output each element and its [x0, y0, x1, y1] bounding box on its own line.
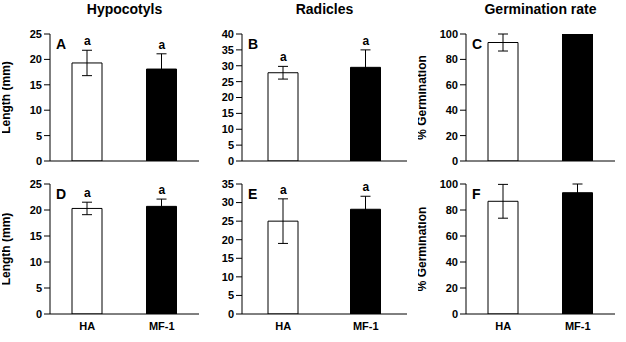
svg-text:10: 10	[222, 271, 234, 283]
svg-text:20: 20	[446, 282, 458, 294]
html-text:F: F	[472, 186, 481, 202]
svg-text:35: 35	[222, 178, 234, 190]
svg-text:100: 100	[440, 28, 458, 40]
svg-text:25: 25	[30, 178, 42, 190]
svg-text:80: 80	[446, 53, 458, 65]
svg-text:HA: HA	[79, 320, 95, 332]
svg-text:0: 0	[228, 308, 234, 320]
svg-text:40: 40	[446, 256, 458, 268]
svg-text:30: 30	[222, 60, 234, 72]
svg-text:% Germination: % Germination	[418, 55, 429, 140]
svg-text:15: 15	[30, 230, 42, 242]
svg-text:10: 10	[222, 123, 234, 135]
svg-text:5: 5	[228, 139, 234, 151]
html-text:B: B	[248, 36, 259, 52]
svg-text:20: 20	[30, 53, 42, 65]
svg-text:a: a	[362, 184, 369, 194]
svg-text:25: 25	[222, 76, 234, 88]
svg-text:a: a	[158, 184, 165, 197]
svg-text:a: a	[280, 50, 287, 64]
svg-text:10: 10	[30, 256, 42, 268]
svg-text:20: 20	[222, 91, 234, 103]
svg-text:MF-1: MF-1	[353, 320, 379, 332]
svg-text:0: 0	[36, 308, 42, 320]
html-text:Hypocotyls: Hypocotyls	[86, 1, 163, 17]
svg-text:80: 80	[446, 204, 458, 216]
svg-text:40: 40	[222, 28, 234, 40]
svg-text:a: a	[158, 38, 165, 52]
svg-text:40: 40	[446, 104, 458, 116]
svg-text:25: 25	[222, 215, 234, 227]
html-text:C: C	[472, 36, 483, 52]
svg-text:0: 0	[36, 155, 42, 165]
html-text:Radicles: Radicles	[295, 1, 354, 17]
svg-text:15: 15	[30, 79, 42, 91]
svg-text:60: 60	[446, 79, 458, 91]
svg-text:a: a	[84, 186, 91, 200]
svg-text:60: 60	[446, 230, 458, 242]
html-text:Germination rate: Germination rate	[484, 1, 597, 17]
svg-text:MF-1: MF-1	[149, 320, 175, 332]
svg-text:Length (mm): Length (mm)	[8, 61, 13, 134]
svg-text:0: 0	[452, 155, 458, 165]
svg-text:5: 5	[36, 282, 42, 294]
svg-text:0: 0	[452, 308, 458, 320]
svg-text:a: a	[84, 34, 91, 48]
svg-text:15: 15	[222, 107, 234, 119]
svg-text:30: 30	[222, 196, 234, 208]
svg-text:15: 15	[222, 252, 234, 264]
svg-text:Length (mm): Length (mm)	[8, 213, 13, 286]
svg-text:HA: HA	[495, 320, 511, 332]
svg-text:20: 20	[446, 130, 458, 142]
svg-text:10: 10	[30, 104, 42, 116]
html-text:E: E	[248, 186, 258, 202]
svg-text:20: 20	[222, 234, 234, 246]
svg-text:100: 100	[440, 178, 458, 190]
svg-text:MF-1: MF-1	[565, 320, 591, 332]
svg-text:a: a	[362, 34, 369, 48]
svg-text:25: 25	[30, 28, 42, 40]
svg-text:35: 35	[222, 44, 234, 56]
html-text:A: A	[56, 36, 67, 52]
svg-text:HA: HA	[275, 320, 291, 332]
svg-text:a: a	[280, 184, 287, 197]
svg-text:20: 20	[30, 204, 42, 216]
html-text:D: D	[56, 186, 67, 202]
svg-text:5: 5	[36, 130, 42, 142]
svg-text:% Germination: % Germination	[418, 207, 429, 292]
svg-text:0: 0	[228, 155, 234, 165]
svg-text:5: 5	[228, 289, 234, 301]
